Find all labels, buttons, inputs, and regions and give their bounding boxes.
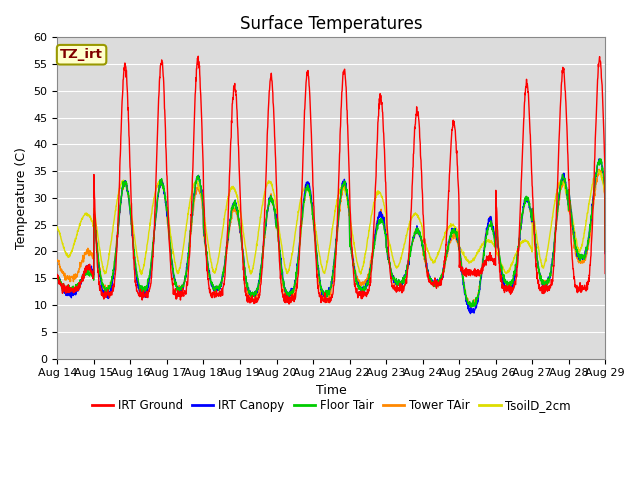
Text: TZ_irt: TZ_irt bbox=[60, 48, 103, 61]
X-axis label: Time: Time bbox=[316, 384, 347, 397]
Legend: IRT Ground, IRT Canopy, Floor Tair, Tower TAir, TsoilD_2cm: IRT Ground, IRT Canopy, Floor Tair, Towe… bbox=[87, 395, 575, 417]
Title: Surface Temperatures: Surface Temperatures bbox=[240, 15, 422, 33]
Y-axis label: Temperature (C): Temperature (C) bbox=[15, 147, 28, 249]
